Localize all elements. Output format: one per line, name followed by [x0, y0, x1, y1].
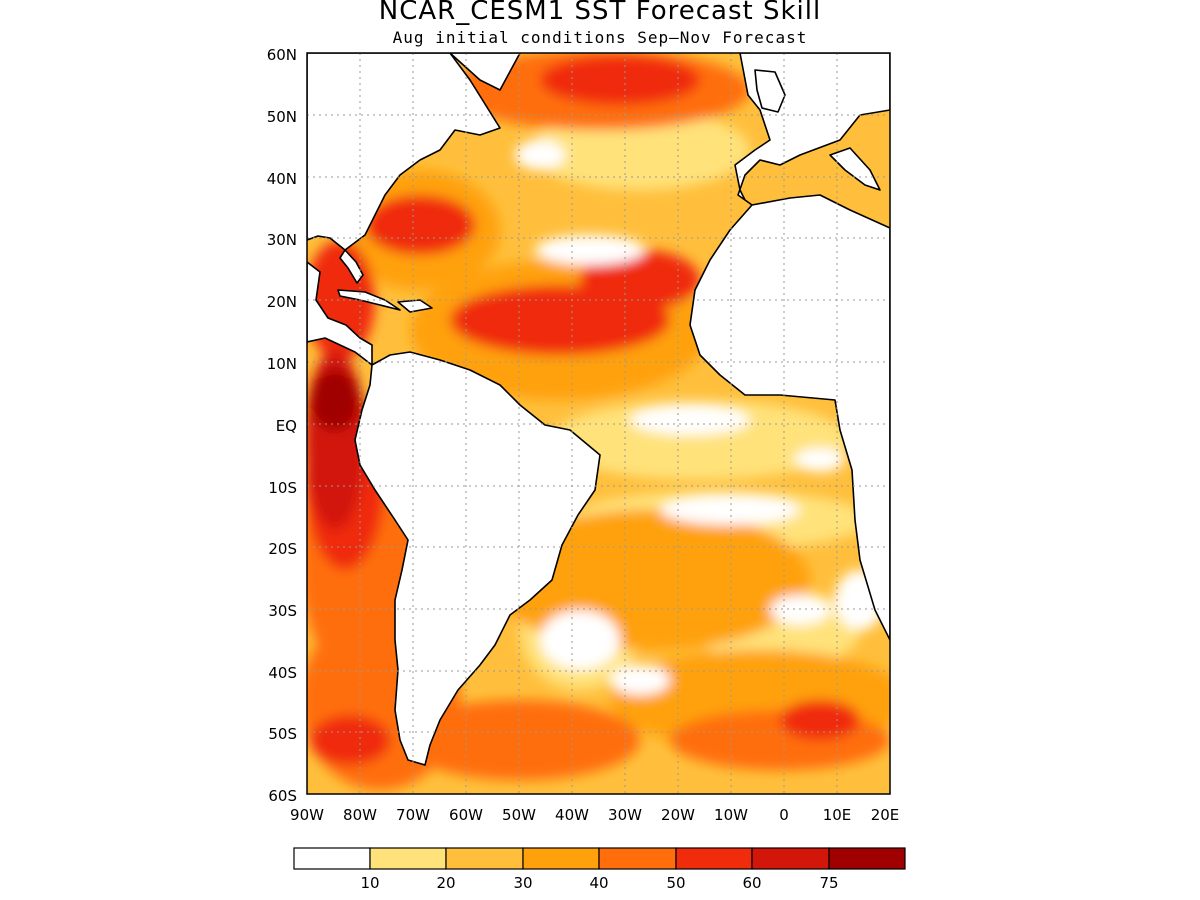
lat-label: 50S	[268, 725, 297, 743]
africa	[689, 194, 890, 641]
lat-label: 40S	[268, 664, 297, 682]
lon-label: 20E	[871, 806, 900, 824]
lon-label: 0	[779, 806, 789, 824]
lat-label: 40N	[267, 170, 297, 188]
lon-label: 90W	[290, 806, 324, 824]
lat-axis: 60N 50N 40N 30N 20N 10N EQ 10S 20S 30S 4…	[267, 46, 297, 805]
lat-label: 20N	[267, 293, 297, 311]
colorbar-label: 30	[513, 874, 532, 892]
north-america	[307, 53, 501, 251]
colorbar-swatch	[369, 847, 447, 870]
skill-contours	[307, 53, 890, 790]
lat-label: 10N	[267, 355, 297, 373]
central-america	[307, 261, 373, 366]
land-masses	[307, 53, 890, 766]
lat-label: 60N	[267, 46, 297, 64]
colorbar-swatch	[598, 847, 677, 870]
lat-label: 60S	[268, 787, 297, 805]
colorbar-swatch	[828, 847, 906, 870]
lat-label: 30S	[268, 602, 297, 620]
lat-label: 50N	[267, 108, 297, 126]
colorbar-swatch	[293, 847, 371, 870]
florida	[339, 249, 364, 284]
lon-label: 10E	[823, 806, 852, 824]
south-america	[354, 351, 601, 766]
lon-label: 60W	[449, 806, 483, 824]
lon-label: 40W	[555, 806, 589, 824]
lon-label: 20W	[661, 806, 695, 824]
lon-label: 30W	[608, 806, 642, 824]
colorbar-label: 10	[360, 874, 379, 892]
colorbar: 10 20 30 40 50 60 75	[293, 847, 906, 892]
colorbar-swatch	[445, 847, 524, 870]
italy	[829, 147, 881, 191]
lon-label: 80W	[343, 806, 377, 824]
lon-axis: 90W 80W 70W 60W 50W 40W 30W 20W 10W 0 10…	[290, 806, 899, 824]
colorbar-label: 60	[742, 874, 761, 892]
colorbar-label: 20	[436, 874, 455, 892]
lon-label: 50W	[502, 806, 536, 824]
british-isles	[754, 69, 786, 113]
lat-label: 30N	[267, 231, 297, 249]
lon-label: 10W	[714, 806, 748, 824]
lat-label: 20S	[268, 540, 297, 558]
chart-title: NCAR_CESM1 SST Forecast Skill	[378, 0, 822, 26]
colorbar-label: 50	[666, 874, 685, 892]
colorbar-swatch	[522, 847, 600, 870]
grid-lines	[307, 53, 890, 794]
chart-subtitle: Aug initial conditions Sep–Nov Forecast	[392, 28, 808, 47]
greenland	[449, 53, 521, 91]
colorbar-swatch	[675, 847, 753, 870]
map-frame	[306, 52, 891, 795]
colorbar-label: 40	[589, 874, 608, 892]
colorbar-swatch	[751, 847, 830, 870]
lon-label: 70W	[396, 806, 430, 824]
lat-label: 10S	[268, 479, 297, 497]
colorbar-label: 75	[819, 874, 838, 892]
lat-label: EQ	[276, 417, 297, 435]
